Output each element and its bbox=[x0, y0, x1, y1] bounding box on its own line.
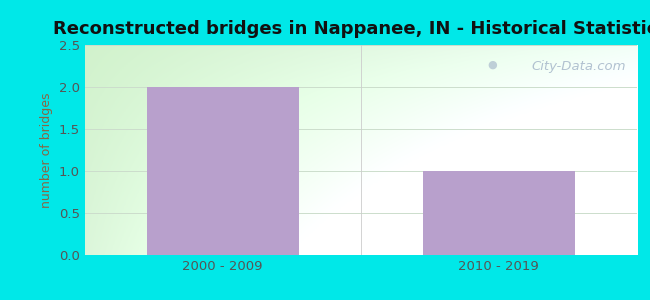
Title: Reconstructed bridges in Nappanee, IN - Historical Statistics: Reconstructed bridges in Nappanee, IN - … bbox=[53, 20, 650, 38]
Text: City-Data.com: City-Data.com bbox=[532, 60, 626, 73]
Bar bbox=[423, 171, 575, 255]
Bar bbox=[147, 87, 298, 255]
Text: ●: ● bbox=[488, 60, 498, 70]
Y-axis label: number of bridges: number of bridges bbox=[40, 92, 53, 208]
